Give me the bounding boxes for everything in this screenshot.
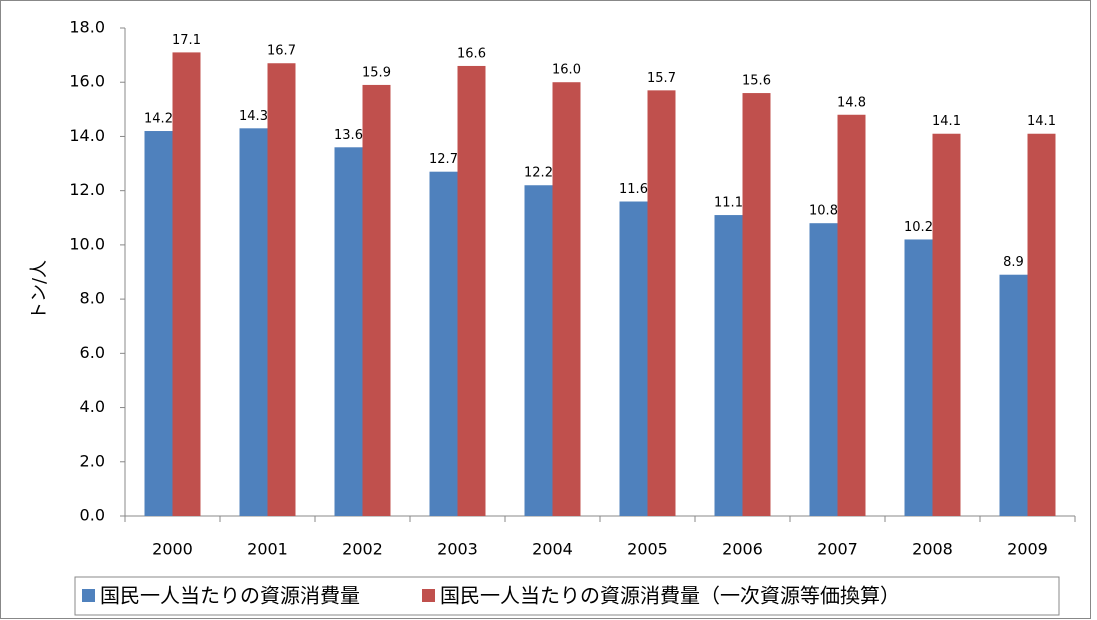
value-label: 15.6 (742, 74, 771, 89)
legend-swatch (82, 589, 95, 602)
value-label: 17.1 (172, 33, 201, 48)
y-axis-label: トン/人 (29, 260, 50, 320)
bar (267, 63, 296, 516)
value-label: 14.8 (837, 95, 866, 110)
x-tick-label: 2006 (722, 540, 763, 559)
value-label: 10.8 (809, 204, 838, 219)
x-tick-label: 2007 (817, 540, 858, 559)
y-tick-label: 6.0 (80, 343, 105, 362)
x-tick-label: 2001 (247, 540, 288, 559)
y-tick-label: 10.0 (69, 234, 105, 253)
y-tick-label: 16.0 (69, 72, 105, 91)
value-label: 14.3 (239, 109, 268, 124)
value-label: 13.6 (334, 128, 363, 143)
bar (457, 65, 486, 516)
bar (552, 82, 581, 516)
legend-swatch (422, 589, 435, 602)
value-label: 16.6 (457, 46, 486, 61)
bar (429, 171, 458, 516)
value-label: 16.0 (552, 63, 581, 78)
x-tick-label: 2003 (437, 540, 478, 559)
x-tick-label: 2000 (152, 540, 193, 559)
bar (362, 84, 391, 516)
legend-box (74, 576, 1060, 616)
x-tick-label: 2002 (342, 540, 383, 559)
y-tick-label: 12.0 (69, 180, 105, 199)
bar (809, 223, 838, 516)
value-label: 10.2 (904, 220, 933, 235)
x-tick-label: 2009 (1007, 540, 1048, 559)
y-tick-label: 18.0 (69, 18, 105, 37)
bar (932, 133, 961, 516)
bar (144, 131, 173, 516)
legend-label: 国民一人当たりの資源消費量 (100, 584, 360, 608)
bar (999, 274, 1028, 516)
y-tick-label: 2.0 (80, 451, 105, 470)
bar (647, 90, 676, 516)
value-label: 11.6 (619, 182, 648, 197)
value-label: 11.1 (714, 196, 743, 211)
legend-label: 国民一人当たりの資源消費量（一次資源等価換算） (440, 584, 900, 608)
value-label: 14.1 (1027, 114, 1056, 129)
value-label: 12.7 (429, 152, 458, 167)
bar (619, 201, 648, 516)
value-label: 12.2 (524, 166, 553, 181)
bar (1027, 133, 1056, 516)
bar (837, 114, 866, 516)
bar (172, 52, 201, 517)
value-label: 15.7 (647, 71, 676, 86)
bar (239, 128, 268, 517)
value-label: 15.9 (362, 65, 391, 80)
x-tick-label: 2005 (627, 540, 668, 559)
value-label: 8.9 (1003, 255, 1024, 270)
y-tick-label: 4.0 (80, 397, 105, 416)
x-tick-label: 2004 (532, 540, 573, 559)
bar (904, 239, 933, 516)
bar (334, 147, 363, 517)
bar (714, 215, 743, 517)
y-tick-label: 0.0 (80, 506, 105, 525)
y-tick-label: 14.0 (69, 126, 105, 145)
y-tick-label: 8.0 (80, 289, 105, 308)
value-label: 14.2 (144, 112, 173, 127)
bar (524, 185, 553, 516)
x-tick-label: 2008 (912, 540, 953, 559)
value-label: 14.1 (932, 114, 961, 129)
bar (742, 93, 771, 517)
value-label: 16.7 (267, 44, 296, 59)
